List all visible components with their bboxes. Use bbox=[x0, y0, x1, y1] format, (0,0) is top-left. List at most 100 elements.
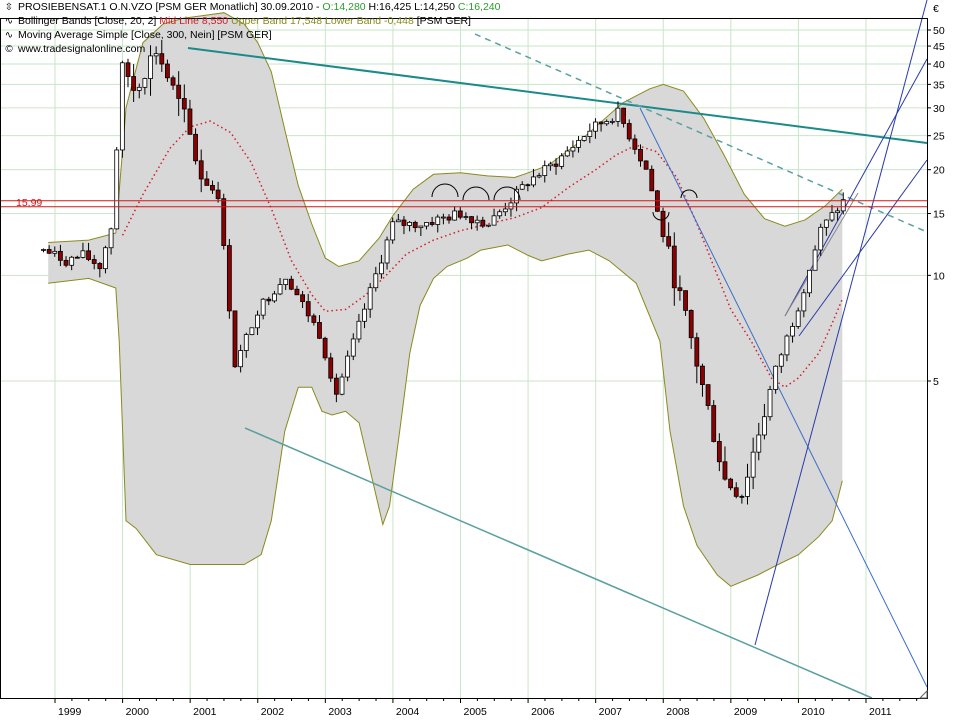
candle-down bbox=[333, 377, 339, 395]
arc-top-3 bbox=[493, 186, 521, 201]
candle-down bbox=[63, 259, 69, 266]
level-label: 15,99 bbox=[16, 197, 42, 209]
candle-up bbox=[536, 175, 542, 178]
bollinger-mid-value: Mid Line 8,550 bbox=[159, 15, 229, 28]
legend-row-copyright: © www.tradesignalonline.com bbox=[4, 43, 501, 57]
candle-down bbox=[215, 189, 221, 200]
candle-down bbox=[170, 77, 176, 86]
price-series-icon: ⇳ bbox=[4, 2, 14, 13]
candle-down bbox=[457, 210, 463, 218]
candle-down bbox=[632, 138, 638, 150]
candle-down bbox=[688, 310, 694, 339]
candle-down bbox=[311, 315, 317, 323]
candle-up bbox=[784, 335, 790, 356]
candle-up bbox=[69, 256, 75, 266]
candle-down bbox=[328, 357, 334, 379]
candle-down bbox=[716, 441, 722, 463]
candle-up bbox=[615, 107, 621, 122]
candle-up bbox=[243, 334, 249, 351]
trendline-blue-steep[interactable] bbox=[754, 0, 928, 646]
candle-down bbox=[598, 121, 604, 125]
candle-down bbox=[165, 63, 170, 79]
candle-down bbox=[700, 365, 705, 386]
candle-up bbox=[761, 416, 767, 436]
horizontal-level: 15,99 bbox=[0, 197, 927, 209]
band-fill bbox=[48, 12, 843, 587]
candle-down bbox=[666, 236, 672, 247]
y-tick-label: 15 bbox=[933, 209, 945, 221]
x-tick-label: 2010 bbox=[801, 706, 825, 718]
candle-up bbox=[823, 219, 829, 228]
price-close: C:16,240 bbox=[457, 1, 501, 14]
candle-up bbox=[835, 210, 841, 214]
candle-up bbox=[812, 249, 818, 271]
resize-grip-icon[interactable] bbox=[918, 689, 928, 699]
upper-band-line bbox=[48, 12, 843, 268]
legend-row-sma[interactable]: ∿ Moving Average Simple [Close, 300, Nei… bbox=[4, 29, 501, 43]
candle-down bbox=[401, 219, 407, 226]
candle-up bbox=[153, 53, 159, 57]
candle-up bbox=[818, 226, 824, 251]
candle-up bbox=[249, 327, 255, 335]
candle-up bbox=[345, 355, 351, 378]
candle-up bbox=[362, 308, 367, 322]
candle-down bbox=[97, 263, 103, 270]
candle-up bbox=[756, 434, 762, 453]
price-high-low: H:16,425 L:14,250 bbox=[365, 1, 458, 14]
trendline-teal-upper[interactable] bbox=[187, 47, 928, 144]
candle-up bbox=[384, 239, 390, 264]
candle-up bbox=[440, 216, 446, 219]
currency-label: € bbox=[933, 3, 939, 15]
candle-down bbox=[91, 259, 97, 264]
trendline-teal-lower[interactable] bbox=[244, 427, 873, 699]
candle-up bbox=[474, 219, 480, 224]
plot-border bbox=[0, 18, 928, 699]
candle-down bbox=[300, 294, 305, 303]
candle-up bbox=[119, 62, 125, 151]
sma-label: Moving Average Simple [Close, 300, Nein]… bbox=[18, 29, 272, 42]
candle-up bbox=[593, 121, 598, 132]
trendline-gray[interactable] bbox=[784, 192, 859, 317]
candle-down bbox=[705, 384, 711, 406]
candle-up bbox=[767, 389, 773, 418]
candle-up bbox=[356, 320, 362, 340]
candle-up bbox=[136, 86, 142, 91]
arc-top-2 bbox=[462, 186, 490, 201]
legend-row-bollinger[interactable]: ∿ Bollinger Bands [Close, 20, 2] Mid Lin… bbox=[4, 15, 501, 29]
candle-down bbox=[125, 62, 131, 77]
copyright-icon: © bbox=[5, 44, 13, 55]
candle-up bbox=[576, 140, 581, 148]
candle-down bbox=[671, 245, 677, 289]
bollinger-label: Bollinger Bands [Close, 20, 2] bbox=[18, 15, 160, 28]
candle-up bbox=[367, 287, 373, 310]
trendline-blue-down[interactable] bbox=[639, 107, 928, 688]
candle-down bbox=[159, 53, 165, 65]
candle-up bbox=[255, 314, 260, 329]
x-tick-label: 2001 bbox=[193, 706, 217, 718]
candle-up bbox=[745, 476, 750, 497]
x-tick-label: 2007 bbox=[599, 706, 623, 718]
candle-down bbox=[74, 256, 80, 259]
trendline-blue-low[interactable] bbox=[798, 159, 928, 337]
candle-up bbox=[519, 184, 525, 190]
candle-down bbox=[266, 298, 272, 302]
candle-down bbox=[232, 310, 238, 368]
candle-up bbox=[108, 228, 114, 249]
candle-down bbox=[322, 337, 328, 359]
candle-up bbox=[418, 225, 424, 229]
trendline-teal-dashed[interactable] bbox=[474, 33, 928, 233]
candle-up bbox=[114, 149, 120, 230]
candle-up bbox=[829, 212, 835, 221]
x-tick-label: 2002 bbox=[261, 706, 285, 718]
candle-down bbox=[429, 222, 435, 225]
candle-down bbox=[621, 107, 627, 124]
candle-up bbox=[604, 121, 610, 125]
candle-down bbox=[187, 108, 193, 135]
bollinger-lower-value: Lower Band -0,448 bbox=[322, 15, 414, 28]
candle-up bbox=[452, 210, 458, 221]
legend-row-price[interactable]: ⇳ PROSIEBENSAT.1 O.N.VZO [PSM GER Monatl… bbox=[4, 1, 501, 15]
candle-up bbox=[41, 249, 46, 251]
candle-down bbox=[638, 148, 643, 162]
candle-up bbox=[52, 250, 58, 254]
